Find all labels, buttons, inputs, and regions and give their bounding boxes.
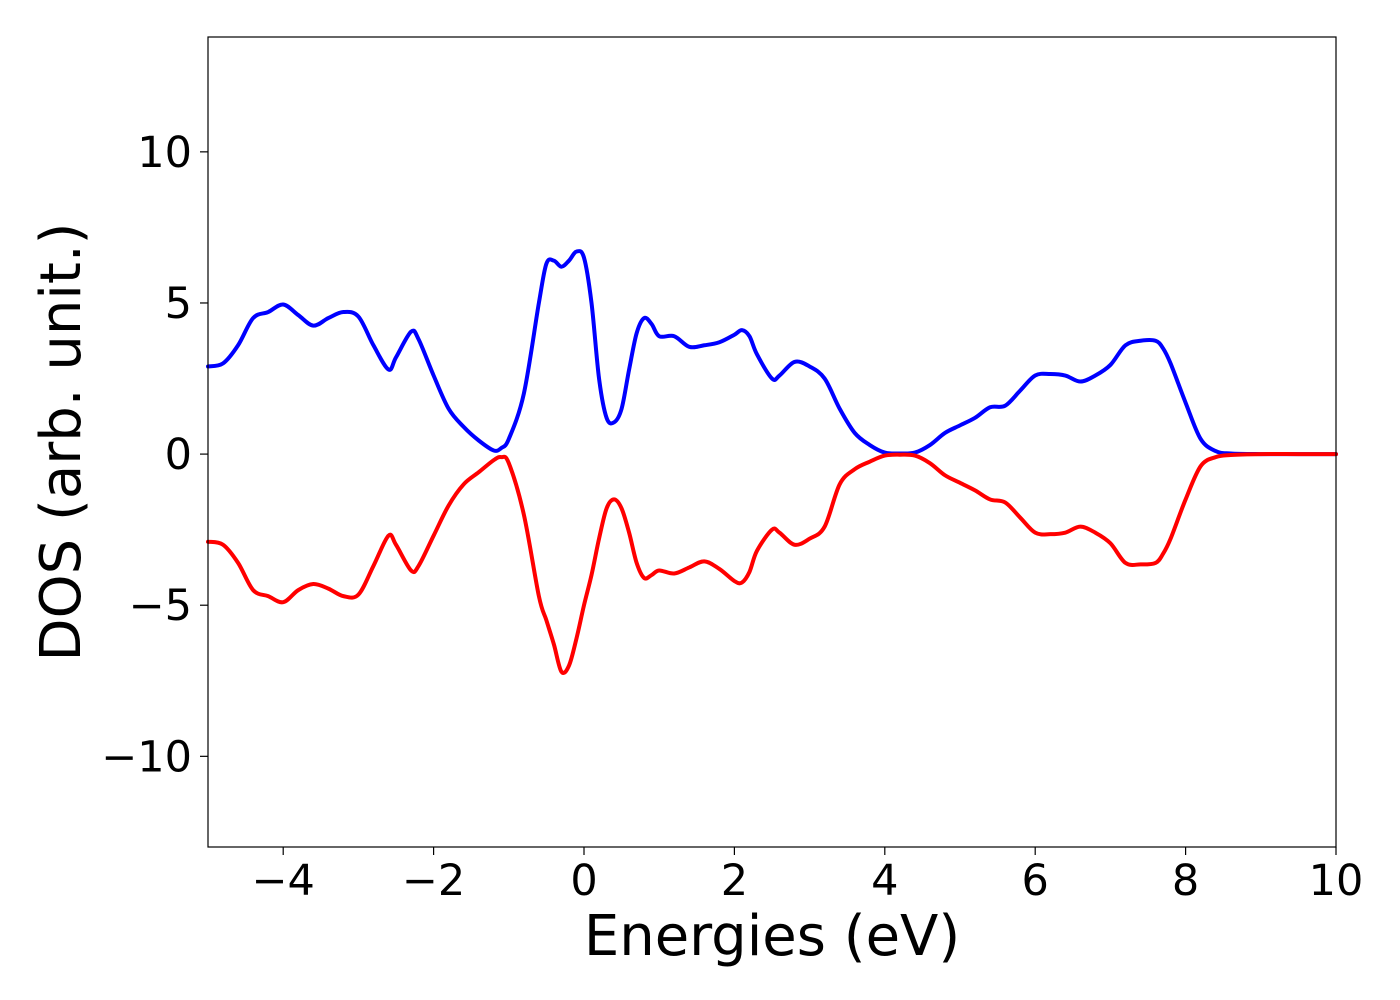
y-axis-title: DOS (arb. unit.) [29,222,94,661]
plot-frame [207,36,1337,848]
series-line-1 [206,249,1338,457]
x-tick-label: 2 [721,856,748,906]
y-axis: −10 −5 0 5 10 [101,128,208,782]
x-tick-label: −4 [252,856,315,906]
x-axis-title: Energies (eV) [584,904,960,969]
x-tick-label: 10 [1309,856,1364,906]
x-tick-label: 6 [1022,856,1049,906]
y-tick-label: −10 [101,732,192,782]
x-tick-label: −2 [402,856,465,906]
y-tick-label: 10 [137,128,192,178]
y-tick-label: 0 [165,430,192,480]
series-line-2 [206,452,1338,675]
x-tick-label: 4 [871,856,898,906]
x-axis: −4 −2 0 2 4 6 8 10 [252,847,1364,906]
x-tick-label: 8 [1172,856,1199,906]
x-tick-label: 0 [570,856,597,906]
y-tick-label: −5 [129,581,192,631]
series-layer [206,249,1338,675]
y-tick-label: 5 [165,279,192,329]
